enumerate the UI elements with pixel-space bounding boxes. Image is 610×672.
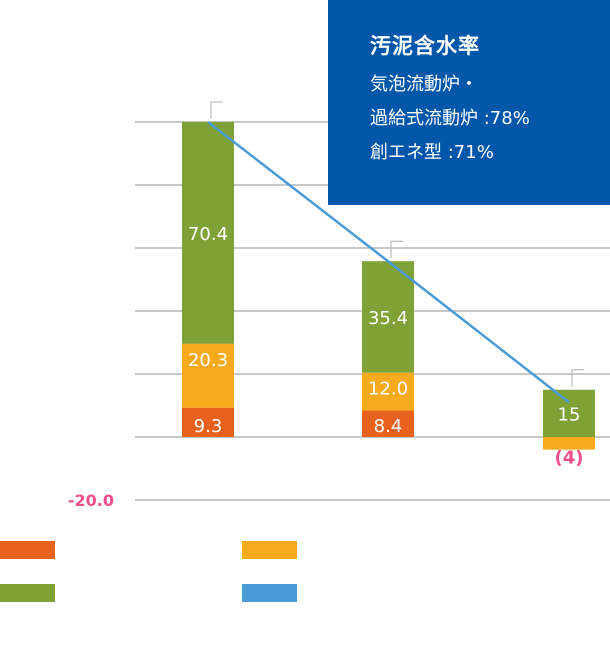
data-label: 12.0 [368, 379, 408, 400]
legend-swatch [242, 541, 297, 559]
trend-line [207, 121, 570, 404]
bar-segment [362, 261, 414, 373]
bar-segment [362, 372, 414, 411]
bar-segment [362, 410, 414, 437]
annotation-line: 気泡流動炉・ [370, 74, 478, 95]
bar-segment [182, 122, 234, 344]
data-labels: 9.3 20.3 70.4 8.4 12.0 35.4 (4) 15 [188, 224, 584, 469]
bar-segment [182, 407, 234, 437]
data-label: 8.4 [374, 416, 403, 437]
data-label: 15 [558, 404, 581, 425]
bar-segment [543, 437, 595, 450]
legend-swatch [242, 584, 297, 602]
annotation-title: 汚泥含水率 [370, 34, 480, 58]
bars [182, 122, 595, 450]
legend-swatch [0, 584, 55, 602]
y-tick-label: -20.0 [68, 491, 114, 510]
data-label: 20.3 [188, 350, 228, 371]
legend [0, 541, 297, 602]
annotation-line: 創エネ型 :71% [370, 142, 494, 163]
data-label: 9.3 [194, 416, 223, 437]
annotation-line: 過給式流動炉 :78% [370, 108, 530, 129]
error-bar [210, 101, 223, 119]
legend-swatch [0, 541, 55, 559]
line-series [207, 121, 570, 404]
error-bars [210, 101, 584, 387]
y-tick-labels: -20.0 [68, 491, 114, 510]
bar-segment [182, 343, 234, 408]
error-bar [571, 369, 584, 387]
data-label: 35.4 [368, 308, 408, 329]
annotation-box: 汚泥含水率 気泡流動炉・ 過給式流動炉 :78% 創エネ型 :71% [328, 0, 610, 205]
data-label: 70.4 [188, 224, 228, 245]
data-label: (4) [555, 448, 584, 469]
bar-segment [543, 389, 595, 437]
error-bar [390, 240, 403, 259]
